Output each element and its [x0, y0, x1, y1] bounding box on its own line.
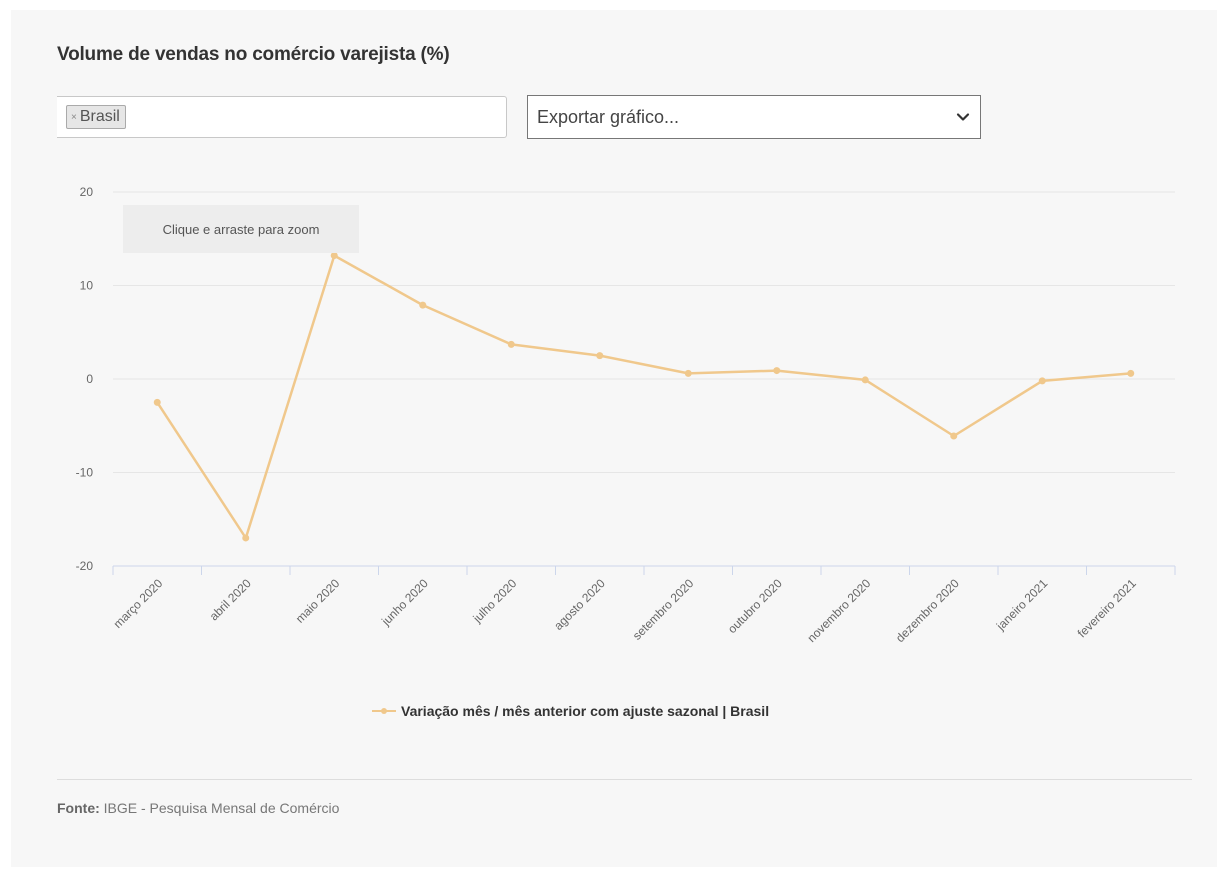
chart-title: Volume de vendas no comércio varejista (…: [57, 44, 450, 65]
export-chart-select[interactable]: Exportar gráfico...: [527, 95, 981, 139]
grid-lines: [113, 191, 1175, 473]
series-point[interactable]: [773, 367, 781, 375]
x-tick-label: janeiro 2021: [993, 576, 1051, 634]
x-tick-label: novembro 2020: [805, 576, 874, 645]
series-point[interactable]: [330, 252, 338, 260]
series-point[interactable]: [419, 301, 427, 309]
series-point[interactable]: [1038, 377, 1046, 385]
series-point[interactable]: [861, 376, 869, 384]
series-point[interactable]: [242, 534, 250, 542]
x-tick-label: setembro 2020: [630, 576, 697, 643]
chip-label: Brasil: [79, 108, 120, 125]
chip-remove-icon[interactable]: ×: [71, 111, 77, 123]
region-chip-brasil[interactable]: × Brasil: [66, 105, 126, 129]
y-tick-label: -20: [76, 559, 94, 573]
x-tick-label: julho 2020: [470, 576, 520, 626]
x-tick-label: junho 2020: [378, 576, 431, 629]
series-point[interactable]: [1127, 369, 1135, 377]
legend-line-icon: [372, 708, 396, 714]
y-tick-label: 10: [80, 279, 94, 293]
x-tick-label: outubro 2020: [725, 576, 785, 636]
region-filter-input[interactable]: × Brasil: [57, 96, 507, 138]
source-text: IBGE - Pesquisa Mensal de Comércio: [103, 800, 340, 816]
series-points: [153, 252, 1135, 542]
series-point[interactable]: [950, 432, 958, 440]
zoom-hint-tooltip: Clique e arraste para zoom: [123, 205, 359, 253]
y-tick-label: 20: [80, 185, 94, 199]
x-tick-label: fevereiro 2021: [1075, 576, 1139, 640]
series-point[interactable]: [684, 369, 692, 377]
y-axis-ticks: -20 -10 0 10 20: [76, 185, 94, 573]
y-tick-label: -10: [76, 466, 94, 480]
series-point[interactable]: [507, 340, 515, 348]
series-line-brasil[interactable]: [156, 254, 1131, 540]
y-tick-label: 0: [86, 372, 93, 386]
chart-panel: [11, 10, 1217, 867]
x-tick-label: agosto 2020: [551, 576, 608, 633]
x-tick-label: abril 2020: [207, 576, 254, 623]
legend-label: Variação mês / mês anterior com ajuste s…: [401, 703, 770, 719]
source-label: Fonte:: [57, 800, 100, 816]
series-point[interactable]: [153, 398, 161, 406]
divider: [57, 779, 1192, 780]
x-tick-label: março 2020: [111, 576, 166, 631]
x-tick-label: dezembro 2020: [893, 576, 962, 645]
export-select-value: Exportar gráfico...: [537, 106, 680, 127]
x-tick-label: maio 2020: [293, 576, 343, 626]
chevron-down-icon: [956, 113, 970, 121]
series-point[interactable]: [596, 352, 604, 360]
legend-item-brasil[interactable]: Variação mês / mês anterior com ajuste s…: [372, 703, 769, 719]
x-axis-ticks: março 2020 abril 2020 maio 2020 junho 2020 j…: [111, 566, 1176, 645]
source-note: Fonte: IBGE - Pesquisa Mensal de Comérci…: [57, 800, 339, 816]
